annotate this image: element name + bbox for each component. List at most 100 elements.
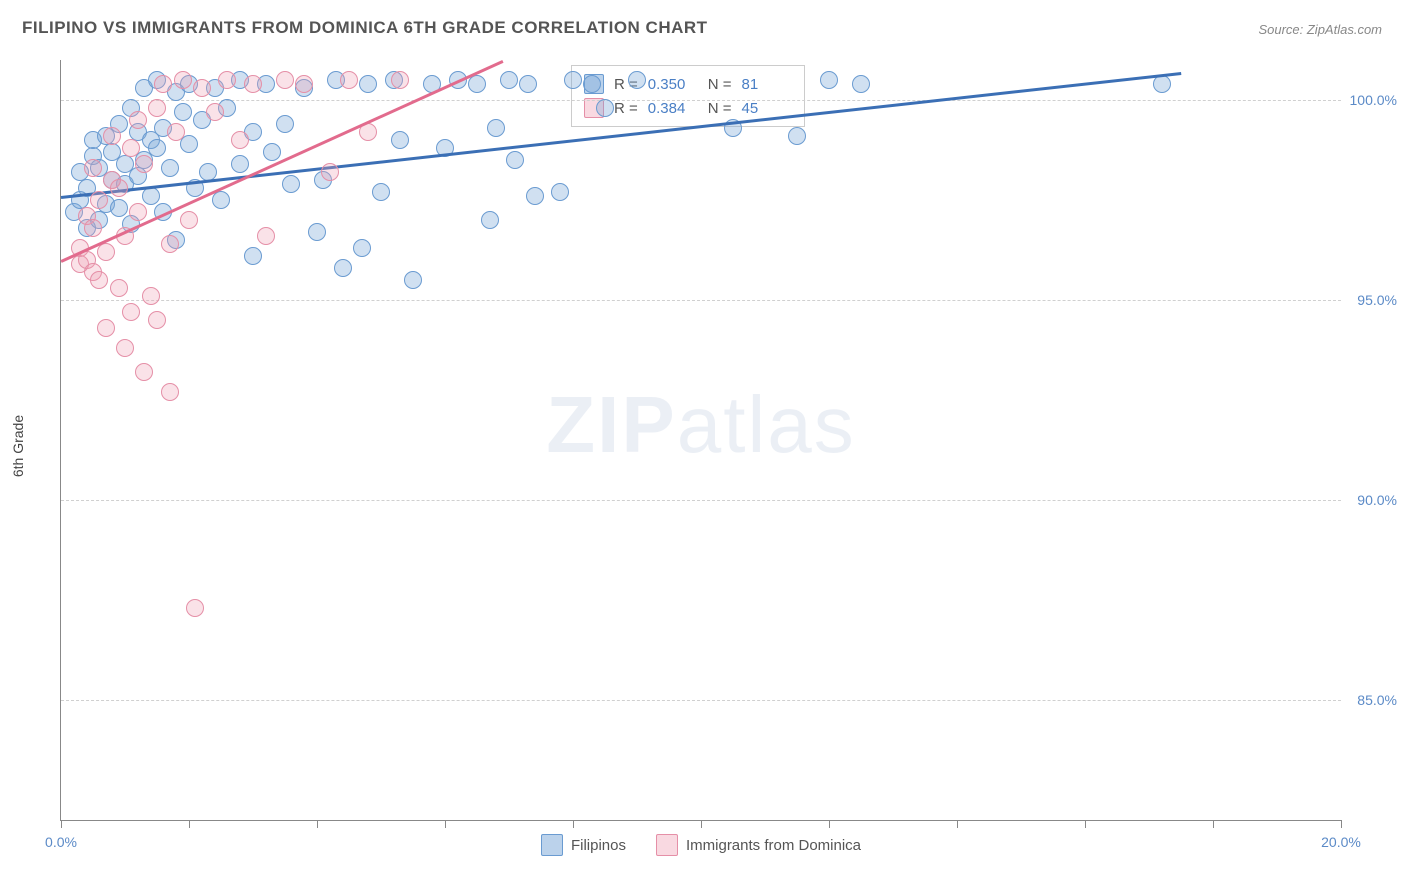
scatter-point xyxy=(334,259,352,277)
scatter-point xyxy=(193,79,211,97)
scatter-point xyxy=(1153,75,1171,93)
xtick xyxy=(1213,820,1214,828)
xtick xyxy=(957,820,958,828)
scatter-point xyxy=(506,151,524,169)
scatter-point xyxy=(161,235,179,253)
xtick xyxy=(701,820,702,828)
scatter-point xyxy=(135,155,153,173)
scatter-point xyxy=(116,339,134,357)
swatch-blue-icon xyxy=(541,834,563,856)
scatter-point xyxy=(148,99,166,117)
scatter-point xyxy=(110,279,128,297)
xtick xyxy=(189,820,190,828)
scatter-point xyxy=(852,75,870,93)
xtick xyxy=(61,820,62,828)
scatter-point xyxy=(110,179,128,197)
scatter-point xyxy=(487,119,505,137)
ytick-label: 85.0% xyxy=(1347,692,1397,708)
scatter-point xyxy=(142,187,160,205)
scatter-point xyxy=(97,243,115,261)
scatter-point xyxy=(526,187,544,205)
scatter-point xyxy=(161,383,179,401)
gridline-h xyxy=(61,100,1341,101)
scatter-point xyxy=(97,319,115,337)
scatter-point xyxy=(321,163,339,181)
scatter-point xyxy=(391,131,409,149)
stat-N-val-1: 81 xyxy=(742,76,792,93)
stat-R-label: R = xyxy=(614,100,638,117)
scatter-point xyxy=(142,287,160,305)
scatter-point xyxy=(282,175,300,193)
scatter-point xyxy=(174,71,192,89)
scatter-point xyxy=(148,139,166,157)
ytick-label: 95.0% xyxy=(1347,292,1397,308)
bottom-legend: Filipinos Immigrants from Dominica xyxy=(61,834,1341,856)
scatter-point xyxy=(820,71,838,89)
source-label: Source: ZipAtlas.com xyxy=(1258,22,1382,37)
scatter-point xyxy=(90,191,108,209)
swatch-pink-icon xyxy=(656,834,678,856)
watermark: ZIPatlas xyxy=(546,379,855,471)
stat-N-label: N = xyxy=(708,100,732,117)
scatter-point xyxy=(788,127,806,145)
scatter-point xyxy=(122,139,140,157)
stats-row-filipinos: R = 0.350 N = 81 xyxy=(584,72,792,96)
xtick xyxy=(445,820,446,828)
scatter-point xyxy=(628,71,646,89)
scatter-point xyxy=(564,71,582,89)
xtick xyxy=(1341,820,1342,828)
ytick-label: 90.0% xyxy=(1347,492,1397,508)
scatter-point xyxy=(372,183,390,201)
xtick xyxy=(317,820,318,828)
scatter-point xyxy=(353,239,371,257)
scatter-point xyxy=(218,71,236,89)
y-axis-label: 6th Grade xyxy=(10,415,26,477)
legend-item-dominica: Immigrants from Dominica xyxy=(656,834,861,856)
xtick-label: 0.0% xyxy=(45,834,77,850)
scatter-point xyxy=(551,183,569,201)
stat-R-val-2: 0.384 xyxy=(648,100,698,117)
scatter-point xyxy=(231,131,249,149)
scatter-point xyxy=(583,75,601,93)
scatter-point xyxy=(359,75,377,93)
chart-title: FILIPINO VS IMMIGRANTS FROM DOMINICA 6TH… xyxy=(22,18,708,38)
xtick xyxy=(1085,820,1086,828)
legend-item-filipinos: Filipinos xyxy=(541,834,626,856)
gridline-h xyxy=(61,500,1341,501)
scatter-point xyxy=(263,143,281,161)
scatter-point xyxy=(110,199,128,217)
xtick xyxy=(573,820,574,828)
scatter-point xyxy=(231,155,249,173)
scatter-point xyxy=(404,271,422,289)
scatter-point xyxy=(500,71,518,89)
gridline-h xyxy=(61,700,1341,701)
scatter-point xyxy=(257,227,275,245)
scatter-point xyxy=(186,599,204,617)
scatter-point xyxy=(206,103,224,121)
scatter-point xyxy=(519,75,537,93)
scatter-point xyxy=(596,99,614,117)
scatter-point xyxy=(135,363,153,381)
scatter-point xyxy=(244,247,262,265)
scatter-point xyxy=(180,211,198,229)
scatter-point xyxy=(308,223,326,241)
scatter-point xyxy=(129,203,147,221)
legend-label: Filipinos xyxy=(571,837,626,854)
scatter-point xyxy=(122,303,140,321)
scatter-point xyxy=(84,159,102,177)
scatter-point xyxy=(90,271,108,289)
scatter-point xyxy=(212,191,230,209)
scatter-point xyxy=(103,127,121,145)
ytick-label: 100.0% xyxy=(1347,92,1397,108)
scatter-point xyxy=(391,71,409,89)
scatter-point xyxy=(154,75,172,93)
scatter-point xyxy=(468,75,486,93)
scatter-point xyxy=(276,115,294,133)
legend-label: Immigrants from Dominica xyxy=(686,837,861,854)
xtick xyxy=(829,820,830,828)
gridline-h xyxy=(61,300,1341,301)
scatter-point xyxy=(161,159,179,177)
scatter-point xyxy=(481,211,499,229)
xtick-label: 20.0% xyxy=(1321,834,1361,850)
scatter-point xyxy=(84,219,102,237)
